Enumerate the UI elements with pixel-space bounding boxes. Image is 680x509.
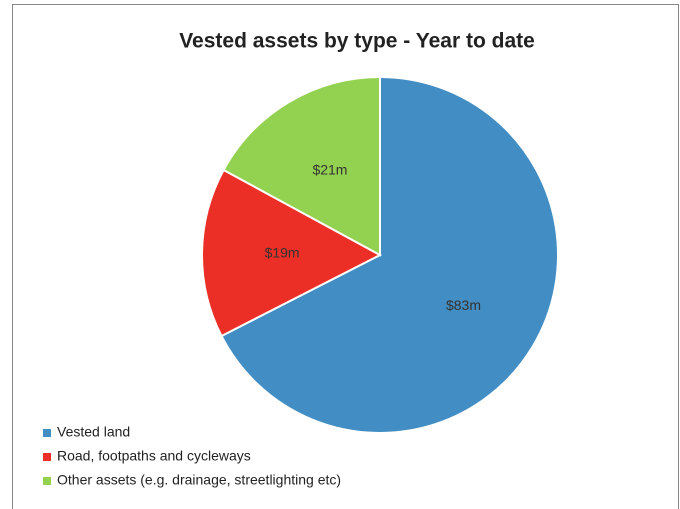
- legend-label: Vested land: [57, 424, 130, 440]
- data-label: $83m: [446, 297, 481, 313]
- chart-title: Vested assets by type - Year to date: [179, 30, 535, 53]
- legend-swatch: [43, 429, 51, 437]
- data-label: $19m: [265, 244, 300, 260]
- legend-label: Road, footpaths and cycleways: [57, 448, 251, 464]
- legend-label: Other assets (e.g. drainage, streetlight…: [57, 472, 341, 488]
- pie-slice: [201, 168, 383, 338]
- data-label: $21m: [312, 162, 347, 178]
- pie-slice: [220, 75, 559, 434]
- legend-swatch: [43, 477, 51, 485]
- pie-slice: [222, 75, 381, 257]
- legend-swatch: [43, 453, 51, 461]
